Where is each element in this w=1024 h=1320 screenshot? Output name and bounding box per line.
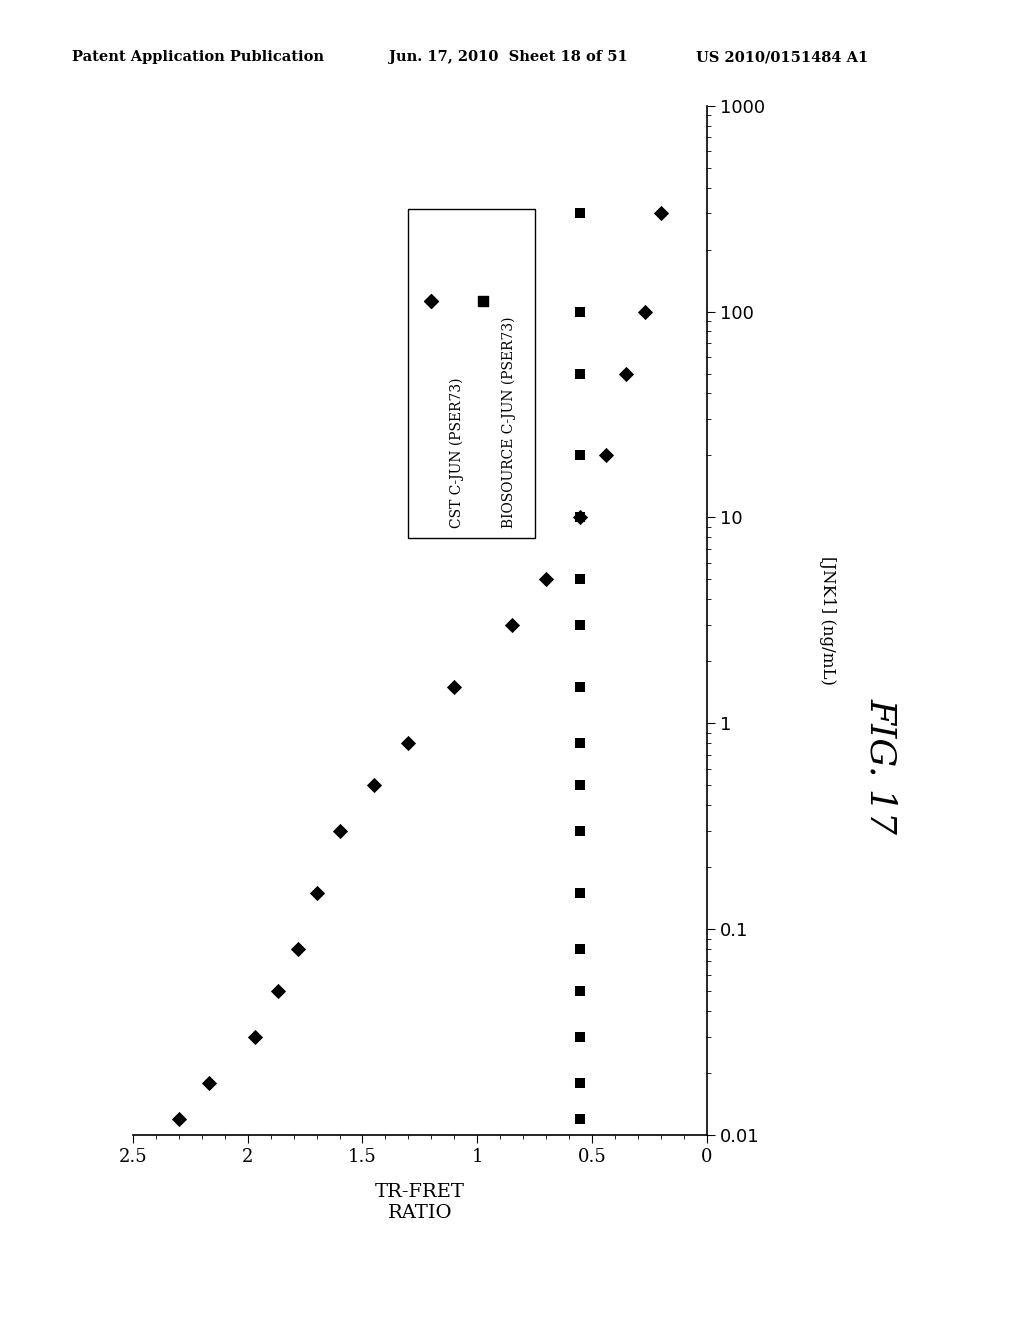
Point xyxy=(308,883,325,904)
Point xyxy=(332,821,348,842)
Text: US 2010/0151484 A1: US 2010/0151484 A1 xyxy=(696,50,868,65)
Point xyxy=(558,731,574,752)
Point xyxy=(572,1027,589,1048)
Point xyxy=(637,301,653,322)
Text: Patent Application Publication: Patent Application Publication xyxy=(72,50,324,65)
Point xyxy=(572,615,589,636)
Point xyxy=(572,883,589,904)
Point xyxy=(572,981,589,1002)
Point xyxy=(171,1109,187,1130)
Point xyxy=(400,733,417,754)
Point xyxy=(572,775,589,796)
Point xyxy=(572,733,589,754)
Point xyxy=(572,939,589,960)
Point xyxy=(572,445,589,466)
Y-axis label: [JNK1] (ng/mL): [JNK1] (ng/mL) xyxy=(819,556,836,685)
Text: BIOSOURCE C-JUN (PSER73): BIOSOURCE C-JUN (PSER73) xyxy=(502,317,516,528)
Point xyxy=(572,569,589,590)
Point xyxy=(504,615,520,636)
Point xyxy=(572,301,589,322)
Point xyxy=(580,731,596,752)
Point xyxy=(538,569,554,590)
Point xyxy=(572,363,589,384)
Point xyxy=(247,1027,263,1048)
Point xyxy=(572,677,589,698)
Point xyxy=(572,821,589,842)
Point xyxy=(572,507,589,528)
Text: Jun. 17, 2010  Sheet 18 of 51: Jun. 17, 2010 Sheet 18 of 51 xyxy=(389,50,628,65)
Text: FIG. 17: FIG. 17 xyxy=(863,697,898,834)
Point xyxy=(652,203,669,224)
X-axis label: TR-FRET
RATIO: TR-FRET RATIO xyxy=(375,1183,465,1222)
Point xyxy=(572,507,589,528)
Point xyxy=(572,203,589,224)
Bar xyxy=(409,209,535,539)
Text: CST C-JUN (PSER73): CST C-JUN (PSER73) xyxy=(450,378,464,528)
Point xyxy=(446,677,463,698)
Point xyxy=(597,445,613,466)
Point xyxy=(366,775,382,796)
Point xyxy=(269,981,286,1002)
Point xyxy=(572,1072,589,1093)
Point xyxy=(290,939,306,960)
Point xyxy=(572,1109,589,1130)
Point xyxy=(201,1072,217,1093)
Point xyxy=(618,363,635,384)
